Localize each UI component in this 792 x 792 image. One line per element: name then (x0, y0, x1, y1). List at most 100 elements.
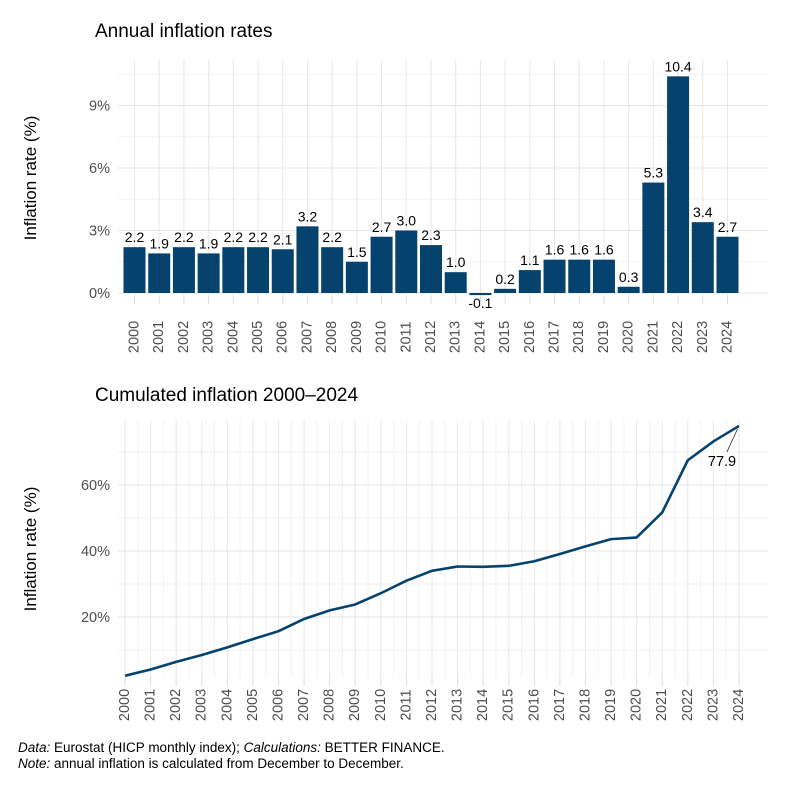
bar-value-label: 2.1 (273, 231, 293, 247)
bar-2011 (395, 230, 418, 293)
bar-2012 (419, 245, 442, 293)
annual-chart-title: Annual inflation rates (95, 21, 273, 42)
x-tick-label: 2019 (603, 689, 619, 721)
x-tick-label: 2004 (225, 321, 241, 353)
cumulated-inflation-line (124, 424, 740, 678)
bar-2006 (271, 249, 294, 293)
y-tick-label: 0% (89, 286, 110, 302)
x-tick-label: 2024 (719, 321, 735, 353)
x-tick-label: 2007 (299, 321, 315, 353)
bar-value-label: 2.2 (224, 229, 244, 245)
x-tick-label: 2017 (547, 321, 563, 353)
x-tick-label: 2006 (275, 321, 291, 353)
x-tick-label: 2006 (270, 689, 286, 721)
x-tick-label: 2016 (526, 689, 542, 721)
x-tick-label: 2013 (450, 689, 466, 721)
x-tick-label: 2015 (501, 689, 517, 721)
x-tick-label: 2008 (324, 321, 340, 353)
x-tick-label: 2024 (731, 689, 747, 721)
x-tick-label: 2019 (596, 321, 612, 353)
x-tick-label: 2005 (245, 689, 261, 721)
x-tick-label: 2003 (194, 689, 210, 721)
bar-value-label: 10.4 (664, 58, 691, 74)
x-tick-label: 2009 (349, 321, 365, 353)
bar-2018 (568, 259, 591, 293)
bar-value-label: 2.2 (174, 229, 194, 245)
y-tick-label: 3% (89, 224, 110, 240)
bar-2008 (321, 247, 344, 293)
bar-value-label: 0.2 (495, 271, 515, 287)
x-tick-label: 2020 (629, 689, 645, 721)
x-tick-label: 2002 (176, 321, 192, 353)
bar-2000 (123, 247, 146, 293)
bar-2015 (494, 288, 517, 293)
bar-value-label: 1.6 (545, 242, 565, 258)
bar-value-label: 1.5 (347, 244, 367, 260)
bar-value-label: 1.0 (446, 254, 466, 270)
y-tick-label: 20% (81, 610, 110, 626)
footer-note-label: Note: (18, 756, 51, 771)
x-tick-label: 2015 (497, 321, 513, 353)
bar-value-label: 1.1 (520, 252, 540, 268)
x-tick-label: 2010 (374, 321, 390, 353)
bar-2022 (667, 76, 690, 293)
x-tick-label: 2001 (143, 689, 159, 721)
x-tick-label: 2011 (398, 321, 414, 352)
x-tick-label: 2010 (373, 689, 389, 721)
x-tick-label: 2012 (423, 321, 439, 353)
x-tick-label: 2001 (151, 321, 167, 353)
footer-note-text: annual inflation is calculated from Dece… (50, 756, 404, 771)
x-tick-label: 2022 (670, 321, 686, 353)
x-tick-label: 2022 (680, 689, 696, 721)
bar-value-label: 2.2 (322, 229, 342, 245)
footer-data-label: Data: (18, 740, 51, 755)
x-tick-label: 2021 (654, 689, 670, 721)
x-tick-label: 2000 (117, 689, 133, 721)
footer-line-2: Note: annual inflation is calculated fro… (18, 756, 445, 772)
bar-2003 (197, 253, 220, 293)
y-tick-label: 6% (89, 161, 110, 177)
x-tick-label: 2021 (645, 321, 661, 353)
bar-value-label: 0.3 (619, 269, 639, 285)
x-tick-label: 2009 (347, 689, 363, 721)
bar-2017 (543, 259, 566, 293)
x-tick-label: 2002 (168, 689, 184, 721)
y-tick-label: 9% (89, 99, 110, 115)
bar-value-label: 2.3 (421, 227, 441, 243)
x-tick-label: 2008 (322, 689, 338, 721)
bar-2002 (172, 247, 195, 293)
bar-value-label: 3.2 (298, 208, 318, 224)
bar-2010 (370, 236, 393, 293)
x-tick-label: 2023 (705, 689, 721, 721)
x-tick-label: 2018 (571, 321, 587, 353)
x-tick-label: 2016 (522, 321, 538, 353)
bar-2020 (617, 286, 640, 293)
footer-data-text: Eurostat (HICP monthly index); (50, 740, 244, 755)
bar-2019 (592, 259, 615, 293)
x-tick-label: 2007 (296, 689, 312, 721)
y-tick-label: 40% (81, 544, 110, 560)
x-tick-label: 2000 (127, 321, 143, 353)
bar-value-label: 1.9 (149, 235, 169, 251)
bar-value-label: 5.3 (644, 165, 664, 181)
x-tick-label: 2005 (250, 321, 266, 353)
cumulated-chart-title: Cumulated inflation 2000–2024 (95, 385, 359, 406)
bar-2001 (148, 253, 171, 293)
bar-value-label: 2.2 (248, 229, 268, 245)
bar-value-label: 1.6 (570, 242, 590, 258)
x-tick-label: 2017 (552, 689, 568, 721)
bar-2007 (296, 226, 319, 293)
x-tick-label: 2013 (448, 321, 464, 353)
bar-value-label: 1.9 (199, 235, 219, 251)
x-tick-label: 2018 (577, 689, 593, 721)
bar-2016 (518, 270, 541, 293)
bar-2023 (691, 222, 714, 293)
bar-value-label: 2.7 (372, 219, 392, 235)
bar-2005 (247, 247, 270, 293)
x-tick-label: 2014 (472, 321, 488, 353)
bar-value-label: 2.7 (718, 219, 738, 235)
x-tick-label: 2020 (621, 321, 637, 353)
bar-2021 (642, 182, 665, 293)
